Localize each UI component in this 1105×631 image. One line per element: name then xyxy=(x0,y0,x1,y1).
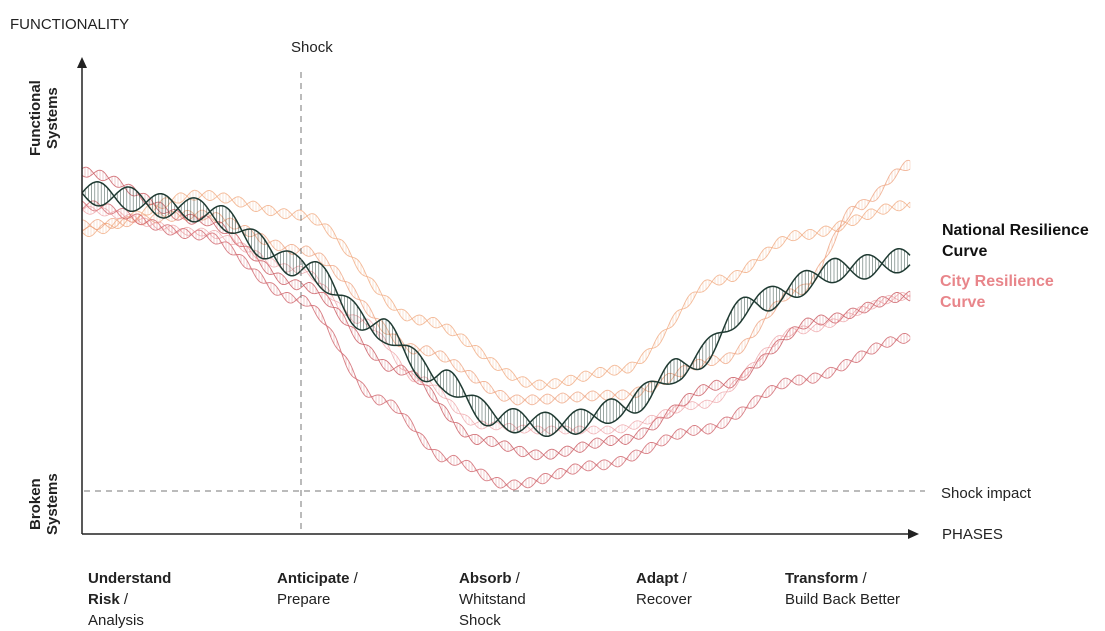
city-helix-3-strand-1 xyxy=(81,205,911,435)
phase-absorb: Absorb / Whitstand Shock xyxy=(459,570,526,629)
legend-city: City Resilience Curve xyxy=(940,273,1054,311)
broken-systems-label: Broken Systems xyxy=(27,473,61,535)
city-helix-3-rungs xyxy=(84,206,911,434)
functional-systems-label: Functional Systems xyxy=(27,80,61,156)
shock-impact-label: Shock impact xyxy=(941,485,1032,502)
orange-helix-1-strand-2 xyxy=(81,190,911,390)
x-axis-title: PHASES xyxy=(942,526,1003,543)
orange-helix-2-strand-1 xyxy=(81,159,911,406)
orange-helix-1-strand-1 xyxy=(81,189,911,391)
national-helix-strand-2 xyxy=(81,181,911,435)
phase-understand: Understand Risk / Analysis xyxy=(88,570,172,629)
curves-layer xyxy=(81,159,911,491)
city-helix-2 xyxy=(81,200,911,491)
phase-adapt: Adapt / Recover xyxy=(636,570,692,608)
city-helix-1-strand-2 xyxy=(81,166,911,460)
city-helix-1-rungs xyxy=(81,167,911,460)
national-helix-rungs xyxy=(84,181,908,437)
phase-transform: Transform / Build Back Better xyxy=(785,570,901,608)
city-helix-2-strand-2 xyxy=(81,200,911,491)
y-axis-arrow xyxy=(77,57,87,68)
city-helix-2-strand-1 xyxy=(81,200,911,489)
city-helix-2-rungs xyxy=(81,200,911,490)
phase-anticipate: Anticipate / Prepare xyxy=(277,570,358,608)
city-helix-1-strand-1 xyxy=(81,169,911,461)
orange-helix-1 xyxy=(81,189,911,391)
national-helix-strand-1 xyxy=(81,186,911,438)
y-axis-title: FUNCTIONALITY xyxy=(10,16,130,33)
shock-label: Shock xyxy=(291,39,333,56)
orange-helix-1-rungs xyxy=(84,190,911,390)
national-helix xyxy=(81,181,911,438)
x-axis-arrow xyxy=(908,529,919,539)
city-helix-3-strand-2 xyxy=(81,207,911,435)
legend-national: National Resilience Curve xyxy=(942,222,1089,260)
